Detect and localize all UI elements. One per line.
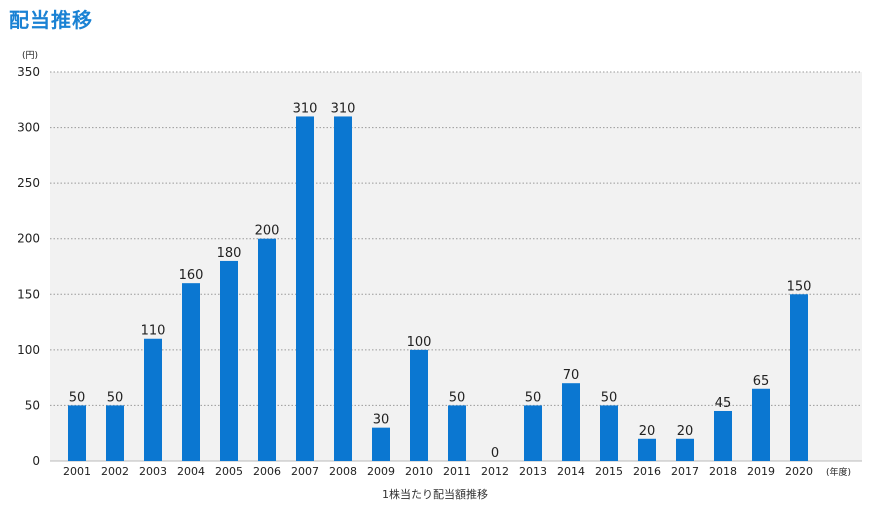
x-tick-label: 2009 [367, 465, 395, 478]
x-tick-label: 2005 [215, 465, 243, 478]
data-label: 70 [563, 368, 580, 383]
bar [144, 338, 162, 461]
x-tick-label: 2019 [747, 465, 775, 478]
x-tick-label: 2007 [291, 465, 319, 478]
page-title: 配当推移 [9, 8, 93, 32]
y-tick-label: 200 [17, 232, 40, 246]
bar [182, 283, 200, 461]
x-tick-label: 2018 [709, 465, 737, 478]
bar [600, 405, 618, 461]
data-label: 150 [787, 279, 812, 294]
bar [372, 427, 390, 461]
bar [524, 405, 542, 461]
x-tick-label: 2006 [253, 465, 281, 478]
x-tick-label: 2001 [63, 465, 91, 478]
data-label: 50 [525, 390, 542, 405]
x-tick-label: 2002 [101, 465, 129, 478]
data-label: 50 [601, 390, 618, 405]
bar [790, 294, 808, 461]
bar [106, 405, 124, 461]
bar [714, 410, 732, 461]
y-tick-label: 250 [17, 176, 40, 190]
bar [562, 383, 580, 461]
bar [676, 438, 694, 461]
data-label: 50 [107, 390, 124, 405]
data-label: 45 [715, 396, 732, 411]
data-label: 310 [331, 101, 356, 116]
y-tick-label: 100 [17, 343, 40, 357]
x-axis-unit: (年度) [826, 466, 851, 478]
x-tick-label: 2008 [329, 465, 357, 478]
bar [258, 238, 276, 461]
data-label: 110 [141, 324, 166, 339]
data-label: 180 [217, 246, 242, 261]
data-label: 20 [677, 424, 694, 439]
x-tick-label: 2012 [481, 465, 509, 478]
y-tick-label: 350 [17, 65, 40, 79]
y-tick-label: 50 [25, 398, 40, 412]
x-axis-title: 1株当たり配当額推移 [382, 487, 488, 501]
x-tick-label: 2011 [443, 465, 471, 478]
bar [334, 116, 352, 461]
y-axis-unit: (円) [22, 50, 38, 61]
data-label: 50 [69, 390, 86, 405]
bar [752, 388, 770, 461]
data-label: 50 [449, 390, 466, 405]
bar [410, 349, 428, 461]
y-tick-label: 300 [17, 121, 40, 135]
x-axis: 2001 2002 2003 2004 2005 2006 2007 2008 2009 2010… [63, 465, 813, 478]
x-tick-label: 2003 [139, 465, 167, 478]
x-tick-label: 2017 [671, 465, 699, 478]
data-label: 200 [255, 224, 280, 239]
data-label: 65 [753, 374, 770, 389]
y-tick-label: 150 [17, 287, 40, 301]
bar [448, 405, 466, 461]
data-labels: 50 50 110 160 180 200 310 310 30 100 50 0 50 70 50 20 20… [69, 101, 812, 461]
bar [68, 405, 86, 461]
x-tick-label: 2016 [633, 465, 661, 478]
data-label: 30 [373, 413, 390, 428]
bars [68, 116, 808, 461]
bar [220, 260, 238, 461]
y-tick-label: 0 [32, 454, 40, 468]
x-tick-label: 2014 [557, 465, 585, 478]
y-axis: 0 50 100 150 200 250 300 350 [17, 65, 40, 468]
bar [296, 116, 314, 461]
data-label: 20 [639, 424, 656, 439]
data-label: 310 [293, 101, 318, 116]
data-label: 100 [407, 335, 432, 350]
data-label: 0 [491, 446, 499, 461]
x-tick-label: 2015 [595, 465, 623, 478]
x-tick-label: 2013 [519, 465, 547, 478]
x-tick-label: 2004 [177, 465, 205, 478]
data-label: 160 [179, 268, 204, 283]
bar [638, 438, 656, 461]
x-tick-label: 2020 [785, 465, 813, 478]
x-tick-label: 2010 [405, 465, 433, 478]
